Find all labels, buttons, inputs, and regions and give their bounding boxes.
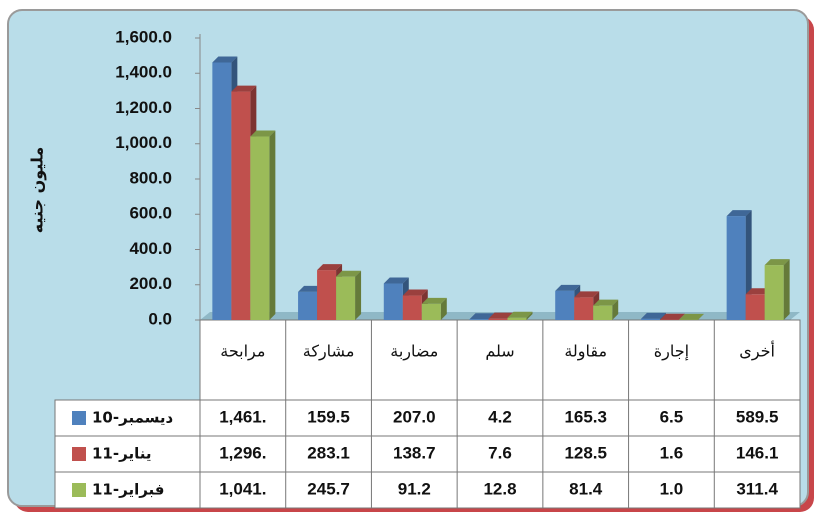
legend-label: 10-ديسمبر [92, 409, 174, 427]
x-tick-label: مقاولة [564, 342, 607, 362]
legend-swatch [72, 447, 86, 461]
y-axis-label: مليون جنيه [28, 147, 47, 234]
y-tick-label: 1,600.0 [115, 27, 172, 46]
x-tick-label: سلم [485, 342, 514, 361]
bar [593, 306, 612, 320]
x-tick-label: أخرى [739, 341, 775, 362]
y-tick-label: 1,000.0 [115, 133, 172, 152]
x-tick-label: مرابحة [220, 342, 265, 362]
data-label: 12.8 [483, 479, 516, 498]
y-tick-label: 400.0 [129, 239, 172, 258]
bar [746, 294, 765, 320]
y-tick-label: 1,200.0 [115, 98, 172, 117]
data-label: 138.7 [393, 443, 436, 462]
bar [231, 92, 250, 320]
data-label: 207.0 [393, 407, 436, 426]
y-tick-label: 200.0 [129, 274, 172, 293]
bar [574, 297, 593, 320]
data-label: 4.2 [488, 407, 512, 426]
bar [384, 284, 403, 320]
bar-side [269, 131, 275, 320]
legend-swatch [72, 483, 86, 497]
bar-side [784, 259, 790, 320]
data-label: 283.1 [307, 443, 350, 462]
data-label: 165.3 [564, 407, 607, 426]
legend-label: 11-فبراير [92, 481, 165, 499]
data-label: 1,461. [219, 407, 266, 426]
data-label: 311.4 [736, 479, 778, 498]
y-tick-label: 0.0 [148, 309, 172, 328]
bar [336, 277, 355, 320]
bar [489, 319, 508, 320]
x-tick-label: مضاربة [390, 342, 438, 362]
data-label: 128.5 [564, 443, 607, 462]
y-tick-label: 600.0 [129, 204, 172, 223]
data-label: 91.2 [398, 479, 431, 498]
legend-swatch [72, 411, 86, 425]
data-label: 1.0 [660, 479, 684, 498]
bar [508, 318, 527, 320]
data-label: 6.5 [660, 407, 684, 426]
bar [298, 292, 317, 320]
y-tick-label: 1,400.0 [115, 63, 172, 82]
bar [765, 265, 784, 320]
data-label: 159.5 [307, 407, 350, 426]
data-label: 146.1 [736, 443, 779, 462]
bar [403, 296, 422, 320]
data-label: 81.4 [569, 479, 603, 498]
legend-label: 11-يناير [92, 445, 151, 463]
bar [317, 270, 336, 320]
x-tick-label: إجارة [654, 342, 689, 362]
bar-side [355, 271, 361, 320]
bar [555, 291, 574, 320]
data-label: 7.6 [488, 443, 512, 462]
bar [727, 216, 746, 320]
data-label: 589.5 [736, 407, 779, 426]
bar [641, 319, 660, 320]
x-tick-label: مشاركة [303, 342, 355, 362]
y-tick-label: 800.0 [129, 168, 172, 187]
bar [422, 304, 441, 320]
data-label: 1,296. [219, 443, 266, 462]
data-label: 1,041. [219, 479, 266, 498]
data-label: 1.6 [660, 443, 684, 462]
bar [470, 319, 489, 320]
bar [212, 62, 231, 320]
bar [250, 137, 269, 320]
data-label: 245.7 [307, 479, 350, 498]
